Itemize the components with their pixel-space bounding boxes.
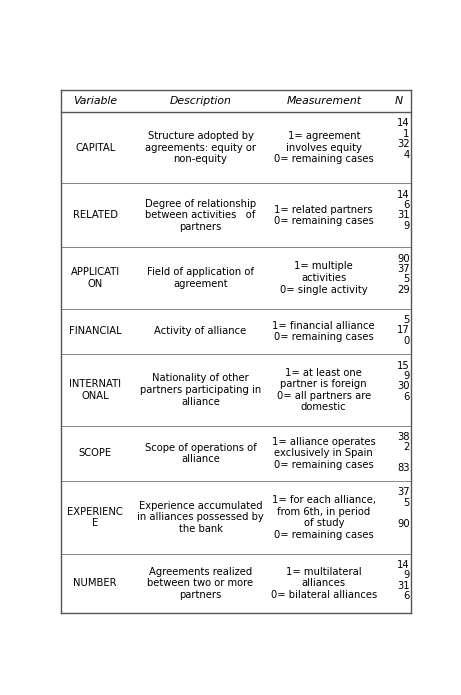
Text: 17: 17: [397, 325, 409, 335]
Text: 1= for each alliance,
from 6th, in period
of study
0= remaining cases: 1= for each alliance, from 6th, in perio…: [272, 495, 376, 540]
Text: 90: 90: [397, 518, 409, 529]
Text: Variable: Variable: [73, 96, 117, 106]
Text: 6: 6: [403, 392, 409, 402]
Text: 31: 31: [397, 580, 409, 591]
Text: 31: 31: [397, 211, 409, 220]
Text: CAPITAL: CAPITAL: [75, 142, 115, 153]
Text: NUMBER: NUMBER: [73, 578, 117, 589]
Text: 1= related partners
0= remaining cases: 1= related partners 0= remaining cases: [274, 204, 374, 226]
Text: 6: 6: [403, 200, 409, 210]
Text: RELATED: RELATED: [73, 211, 118, 220]
Text: Agreements realized
between two or more
partners: Agreements realized between two or more …: [148, 567, 254, 600]
Text: 1= multiple
activities
0= single activity: 1= multiple activities 0= single activit…: [280, 261, 367, 295]
Text: 1= alliance operates
exclusively in Spain
0= remaining cases: 1= alliance operates exclusively in Spai…: [272, 436, 376, 470]
Text: Field of application of
agreement: Field of application of agreement: [147, 267, 254, 289]
Text: 1= agreement
involves equity
0= remaining cases: 1= agreement involves equity 0= remainin…: [274, 131, 374, 164]
Text: Nationality of other
partners participating in
alliance: Nationality of other partners participat…: [140, 373, 261, 407]
Text: 1= multilateral
alliances
0= bilateral alliances: 1= multilateral alliances 0= bilateral a…: [271, 567, 377, 600]
Text: 1= financial alliance
0= remaining cases: 1= financial alliance 0= remaining cases: [272, 320, 375, 342]
Text: 2: 2: [403, 442, 409, 452]
Text: Scope of operations of
alliance: Scope of operations of alliance: [145, 443, 256, 464]
Text: 15: 15: [397, 361, 409, 370]
Text: 0: 0: [403, 336, 409, 345]
Text: 29: 29: [397, 285, 409, 295]
Text: Activity of alliance: Activity of alliance: [154, 327, 247, 336]
Text: 1= at least one
partner is foreign
0= all partners are
domestic: 1= at least one partner is foreign 0= al…: [277, 368, 371, 412]
Text: INTERNATI
ONAL: INTERNATI ONAL: [69, 379, 121, 401]
Text: Experience accumulated
in alliances possessed by
the bank: Experience accumulated in alliances poss…: [137, 501, 264, 534]
Text: EXPERIENC
E: EXPERIENC E: [67, 507, 123, 528]
Text: 14: 14: [397, 118, 409, 129]
Text: 9: 9: [403, 571, 409, 580]
Text: 14: 14: [397, 560, 409, 570]
Text: 5: 5: [403, 275, 409, 284]
Text: 32: 32: [397, 139, 409, 149]
Text: 6: 6: [403, 591, 409, 601]
Text: 38: 38: [397, 432, 409, 442]
Text: 14: 14: [397, 190, 409, 199]
Text: Description: Description: [170, 96, 231, 106]
Text: Structure adopted by
agreements: equity or
non-equity: Structure adopted by agreements: equity …: [145, 131, 256, 164]
Text: N: N: [395, 96, 403, 106]
Text: 37: 37: [397, 264, 409, 274]
Text: 4: 4: [403, 149, 409, 160]
Text: 83: 83: [397, 463, 409, 473]
Text: 9: 9: [403, 371, 409, 381]
Text: 30: 30: [397, 382, 409, 391]
Text: SCOPE: SCOPE: [78, 448, 112, 459]
Text: 1: 1: [403, 129, 409, 139]
Text: 37: 37: [397, 487, 409, 498]
Text: APPLICATI
ON: APPLICATI ON: [71, 267, 120, 289]
Text: Degree of relationship
between activities   of
partners: Degree of relationship between activitie…: [145, 199, 256, 232]
Text: Measurement: Measurement: [286, 96, 361, 106]
Text: 5: 5: [403, 315, 409, 325]
Text: 90: 90: [397, 254, 409, 263]
Text: FINANCIAL: FINANCIAL: [69, 327, 121, 336]
Text: 5: 5: [403, 498, 409, 508]
Text: 9: 9: [403, 221, 409, 231]
